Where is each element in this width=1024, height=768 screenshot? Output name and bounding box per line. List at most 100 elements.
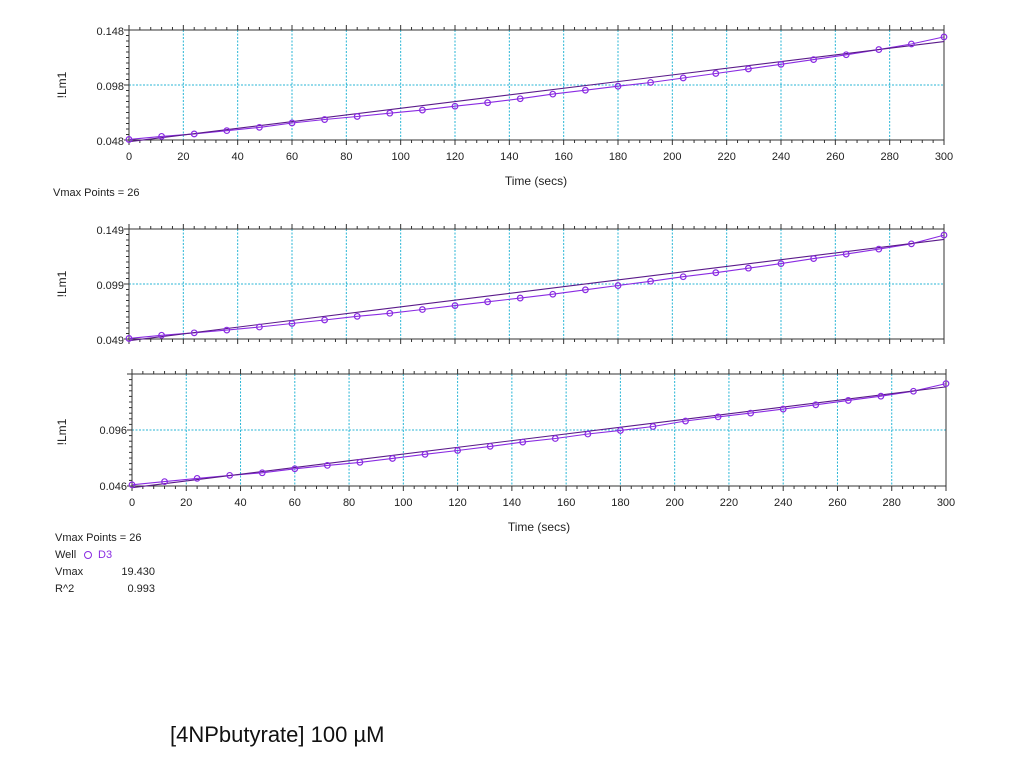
chart3-data-point bbox=[128, 481, 136, 489]
chart1-data-point bbox=[549, 90, 557, 98]
chart2-data-point bbox=[125, 335, 133, 342]
chart3-xtick-label: 240 bbox=[774, 497, 792, 509]
chart3-data-point bbox=[486, 442, 494, 450]
chart2-data-point bbox=[614, 282, 622, 289]
chart3-ytick-bottom: 0.046 bbox=[99, 481, 127, 493]
chart1-xtick-label: 300 bbox=[935, 151, 953, 163]
chart1-fit-line bbox=[128, 41, 945, 143]
chart2-data-point bbox=[321, 316, 329, 324]
chart3-data-point bbox=[291, 465, 299, 473]
chart1-data-point bbox=[679, 74, 687, 82]
chart2-series-line bbox=[128, 234, 945, 339]
chart3-data-point bbox=[193, 474, 201, 482]
chart2-ytick-top: 0.149 bbox=[96, 225, 124, 237]
chart3-xtick-label: 0 bbox=[129, 497, 135, 509]
legend-r2-value: 0.993 bbox=[127, 583, 155, 595]
chart3-xtick-label: 280 bbox=[883, 497, 901, 509]
chart2-data-point bbox=[419, 306, 426, 313]
chart3-xtick-label: 120 bbox=[448, 497, 466, 509]
chart2-ylabel: !Lm1 bbox=[55, 270, 69, 297]
legend-vmax-label: Vmax bbox=[55, 566, 84, 578]
chart3-data-point bbox=[910, 387, 917, 395]
chart3-data-point bbox=[551, 435, 559, 442]
chart3-xtick-label: 40 bbox=[234, 497, 246, 509]
chart3-xtick-label: 200 bbox=[665, 497, 683, 509]
chart1-xtick-label: 200 bbox=[663, 151, 681, 163]
chart1-xtick-label: 80 bbox=[340, 151, 352, 163]
chart1-data-point bbox=[321, 116, 329, 123]
chart3-data-point bbox=[226, 471, 234, 479]
chart3-data-point bbox=[714, 413, 722, 421]
chart1-data-point bbox=[158, 132, 166, 140]
chart3-xlabel: Time (secs) bbox=[508, 520, 570, 534]
chart3-data-point bbox=[356, 458, 364, 466]
chart2-fit-line bbox=[128, 238, 945, 342]
chart1-xtick-label: 160 bbox=[554, 151, 572, 163]
chart3-plot bbox=[127, 369, 950, 491]
chart3-xtick-label: 160 bbox=[557, 497, 575, 509]
chart1-data-point bbox=[223, 127, 231, 135]
chart2-data-point bbox=[875, 245, 883, 253]
chart1-ytick-mid: 0.098 bbox=[96, 81, 124, 93]
chart3-data-point bbox=[584, 430, 592, 438]
legend-vmax-points: Vmax Points = 26 bbox=[55, 532, 142, 544]
chart1-data-point bbox=[451, 102, 459, 110]
chart3-data-point bbox=[323, 461, 331, 469]
legend-r2-row: R^2 0.993 bbox=[55, 583, 175, 600]
chart1-data-point bbox=[582, 86, 589, 94]
chart3-data-point bbox=[812, 401, 820, 409]
circle-marker-icon bbox=[84, 551, 92, 559]
chart2-data-point bbox=[288, 320, 296, 327]
chart3-xtick-label: 140 bbox=[503, 497, 521, 509]
legend-well-row: Well D3 bbox=[55, 549, 175, 566]
chart1-xtick-label: 180 bbox=[609, 151, 627, 163]
chart3-data-point bbox=[258, 469, 266, 477]
chart2-data-point bbox=[451, 302, 459, 309]
chart1-ylabel: !Lm1 bbox=[55, 71, 69, 98]
chart2-data-point bbox=[549, 290, 557, 298]
chart3-data-point bbox=[421, 450, 429, 458]
chart1-data-point bbox=[745, 65, 752, 73]
chart3-fit-line bbox=[131, 386, 947, 489]
chart3-data-point bbox=[617, 427, 624, 434]
chart1-xtick-label: 100 bbox=[391, 151, 409, 163]
legend-r2-label: R^2 bbox=[55, 583, 75, 595]
chart3-data-point bbox=[161, 478, 168, 486]
chart1-data-point bbox=[614, 82, 622, 90]
chart3-data-point bbox=[747, 409, 755, 417]
chart2-data-point bbox=[582, 286, 589, 294]
legend-well-value: D3 bbox=[98, 549, 113, 561]
chart3-data-point bbox=[454, 447, 462, 454]
chart1-xtick-label: 240 bbox=[772, 151, 790, 163]
chart1-data-point bbox=[419, 106, 426, 114]
chart3-xtick-label: 20 bbox=[180, 497, 192, 509]
chart1-data-point bbox=[712, 70, 720, 77]
legend-vmax-points-row: Vmax Points = 26 bbox=[55, 532, 175, 549]
chart2-data-point bbox=[353, 312, 361, 320]
chart1-xtick-label: 140 bbox=[500, 151, 518, 163]
chart2-ytick-bottom: 0.049 bbox=[96, 335, 124, 347]
chart1-data-point bbox=[516, 95, 524, 103]
chart3-xtick-label: 300 bbox=[937, 497, 955, 509]
chart1-series-line bbox=[128, 36, 945, 140]
chart1-data-point bbox=[125, 136, 133, 143]
chart2-data-point bbox=[810, 255, 817, 262]
chart1-xtick-label: 120 bbox=[446, 151, 464, 163]
chart1-ytick-bottom: 0.048 bbox=[96, 136, 124, 148]
chart3-series-line bbox=[131, 383, 947, 486]
chart3-xtick-label: 100 bbox=[394, 497, 412, 509]
legend-panel: Vmax Points = 26 Well D3 Vmax 19.430 R^2… bbox=[55, 532, 175, 600]
chart2-data-point bbox=[712, 269, 720, 277]
chart2-data-point bbox=[908, 240, 915, 248]
chart3-data-point bbox=[682, 417, 689, 425]
chart1-data-point bbox=[386, 109, 394, 117]
chart3-ylabel: !Lm1 bbox=[55, 418, 69, 445]
chart1-data-point bbox=[842, 51, 850, 59]
chart3-data-point bbox=[389, 455, 396, 462]
chart1-data-point bbox=[940, 33, 948, 41]
chart3-data-point bbox=[779, 405, 787, 413]
chart1-data-point bbox=[810, 56, 817, 63]
chart3-data-point bbox=[519, 438, 527, 446]
chart1-data-point bbox=[484, 99, 492, 107]
